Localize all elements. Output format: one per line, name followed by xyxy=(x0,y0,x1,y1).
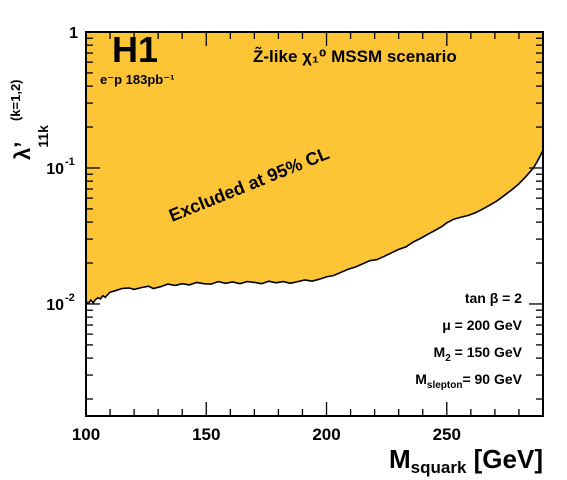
y-tick-label: 10 xyxy=(46,297,64,314)
plot-area xyxy=(85,32,544,305)
parameter-line: Mslepton= 90 GeV xyxy=(415,371,522,391)
excluded-region xyxy=(86,32,543,304)
parameter-line: tan β = 2 xyxy=(465,290,522,306)
plot-frame xyxy=(85,31,544,417)
x-axis-title: Msquark [GeV] xyxy=(389,444,543,477)
parameter-line: μ = 200 GeV xyxy=(442,317,522,333)
y-axis-title: λ’11k(k=1,2) xyxy=(8,79,51,160)
parameter-line: M2 = 150 GeV xyxy=(434,344,523,364)
x-tick-label: 250 xyxy=(433,425,461,444)
luminosity-label: e⁻p 183pb⁻¹ xyxy=(100,72,174,87)
parameter-list: tan β = 2 μ = 200 GeV M2 = 150 GeV Mslepton… xyxy=(415,290,522,391)
exclusion-limit-curve xyxy=(85,149,544,305)
y-tick-label: 10 xyxy=(46,161,64,178)
x-tick-label: 200 xyxy=(312,425,340,444)
y-tick-label-exponent: -1 xyxy=(65,156,75,168)
y-tick-label: 1 xyxy=(69,25,78,42)
scenario-label: Z̃-like χ₁⁰ MSSM scenario xyxy=(253,46,457,66)
y-axis-label: λ’11k(k=1,2) xyxy=(8,79,51,160)
x-axis-label: Msquark [GeV] xyxy=(389,444,543,477)
x-tick-label: 150 xyxy=(192,425,220,444)
y-tick-label-exponent: -2 xyxy=(65,292,75,304)
experiment-logo: H1 xyxy=(112,29,158,70)
x-tick-label: 100 xyxy=(72,425,100,444)
